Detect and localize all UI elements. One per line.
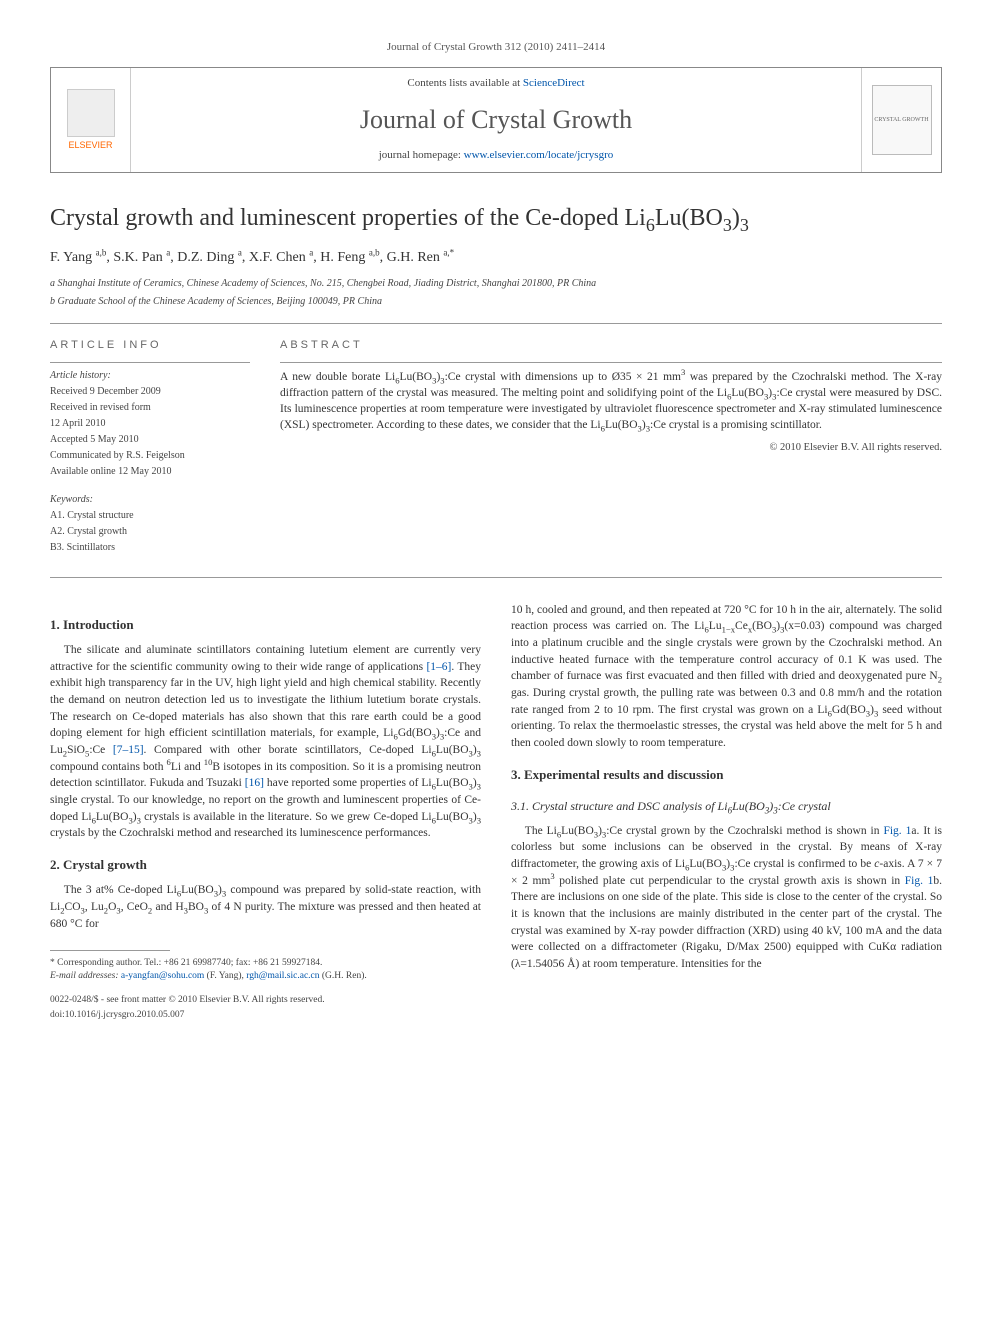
history-item: Received in revised form (50, 401, 250, 415)
email-label: E-mail addresses: (50, 971, 119, 981)
meta-row: ARTICLE INFO Article history: Received 9… (50, 338, 942, 556)
divider (50, 577, 942, 578)
homepage-line: journal homepage: www.elsevier.com/locat… (141, 148, 851, 163)
intro-paragraph: The silicate and aluminate scintillators… (50, 642, 481, 842)
left-column: 1. Introduction The silicate and alumina… (50, 602, 481, 1023)
right-column: 10 h, cooled and ground, and then repeat… (511, 602, 942, 1023)
section-3-1-heading: 3.1. Crystal structure and DSC analysis … (511, 798, 942, 815)
divider (280, 362, 942, 363)
growth-paragraph-left: The 3 at% Ce-doped Li6Lu(BO3)3 compound … (50, 882, 481, 932)
history-item: Received 9 December 2009 (50, 385, 250, 399)
contents-prefix: Contents lists available at (407, 77, 522, 89)
authors: F. Yang a,b, S.K. Pan a, D.Z. Ding a, X.… (50, 248, 942, 268)
affiliations-block: a Shanghai Institute of Ceramics, Chines… (50, 277, 942, 309)
abstract-block: ABSTRACT A new double borate Li6Lu(BO3)3… (280, 338, 942, 556)
homepage-link[interactable]: www.elsevier.com/locate/jcrysgro (464, 149, 614, 161)
corresponding-author: * Corresponding author. Tel.: +86 21 699… (50, 957, 481, 970)
doi: doi:10.1016/j.jcrysgro.2010.05.007 (50, 1009, 481, 1022)
journal-reference: Journal of Crystal Growth 312 (2010) 241… (50, 40, 942, 55)
keywords-label: Keywords: (50, 493, 250, 507)
abstract-copyright: © 2010 Elsevier B.V. All rights reserved… (280, 441, 942, 456)
history-item: 12 April 2010 (50, 417, 250, 431)
history-item: Accepted 5 May 2010 (50, 433, 250, 447)
abstract-text: A new double borate Li6Lu(BO3)3:Ce cryst… (280, 369, 942, 433)
affiliation-b: b Graduate School of the Chinese Academy… (50, 295, 942, 309)
history-item: Available online 12 May 2010 (50, 465, 250, 479)
elsevier-tree-icon (67, 89, 115, 137)
sciencedirect-link[interactable]: ScienceDirect (523, 77, 585, 89)
contents-available: Contents lists available at ScienceDirec… (141, 76, 851, 91)
journal-cover: CRYSTAL GROWTH (861, 68, 941, 171)
email-list: a-yangfan@sohu.com (F. Yang), rgh@mail.s… (121, 971, 367, 981)
keyword: A1. Crystal structure (50, 509, 250, 523)
section-2-heading: 2. Crystal growth (50, 856, 481, 874)
section-1-heading: 1. Introduction (50, 616, 481, 634)
article-title: Crystal growth and luminescent propertie… (50, 203, 942, 234)
divider (50, 323, 942, 324)
email-addresses: E-mail addresses: a-yangfan@sohu.com (F.… (50, 970, 481, 983)
history-label: Article history: (50, 369, 250, 383)
journal-header: ELSEVIER Contents lists available at Sci… (50, 67, 942, 172)
divider (50, 362, 250, 363)
abstract-heading: ABSTRACT (280, 338, 942, 353)
footnote-separator (50, 950, 170, 951)
cover-thumbnail: CRYSTAL GROWTH (872, 85, 932, 155)
elsevier-logo: ELSEVIER (51, 68, 131, 171)
homepage-prefix: journal homepage: (379, 149, 464, 161)
header-center: Contents lists available at ScienceDirec… (131, 68, 861, 171)
keyword: A2. Crystal growth (50, 525, 250, 539)
keyword: B3. Scintillators (50, 541, 250, 555)
section-3-heading: 3. Experimental results and discussion (511, 766, 942, 784)
keywords-block: Keywords: A1. Crystal structure A2. Crys… (50, 493, 250, 555)
body-columns: 1. Introduction The silicate and alumina… (50, 602, 942, 1023)
elsevier-text: ELSEVIER (68, 139, 112, 152)
article-info-heading: ARTICLE INFO (50, 338, 250, 353)
journal-title: Journal of Crystal Growth (141, 102, 851, 138)
front-matter: 0022-0248/$ - see front matter © 2010 El… (50, 994, 481, 1007)
history-item: Communicated by R.S. Feigelson (50, 449, 250, 463)
section-3-1-paragraph: The Li6Lu(BO3)3:Ce crystal grown by the … (511, 823, 942, 973)
article-info-block: ARTICLE INFO Article history: Received 9… (50, 338, 250, 556)
growth-paragraph-right: 10 h, cooled and ground, and then repeat… (511, 602, 942, 752)
affiliation-a: a Shanghai Institute of Ceramics, Chines… (50, 277, 942, 291)
